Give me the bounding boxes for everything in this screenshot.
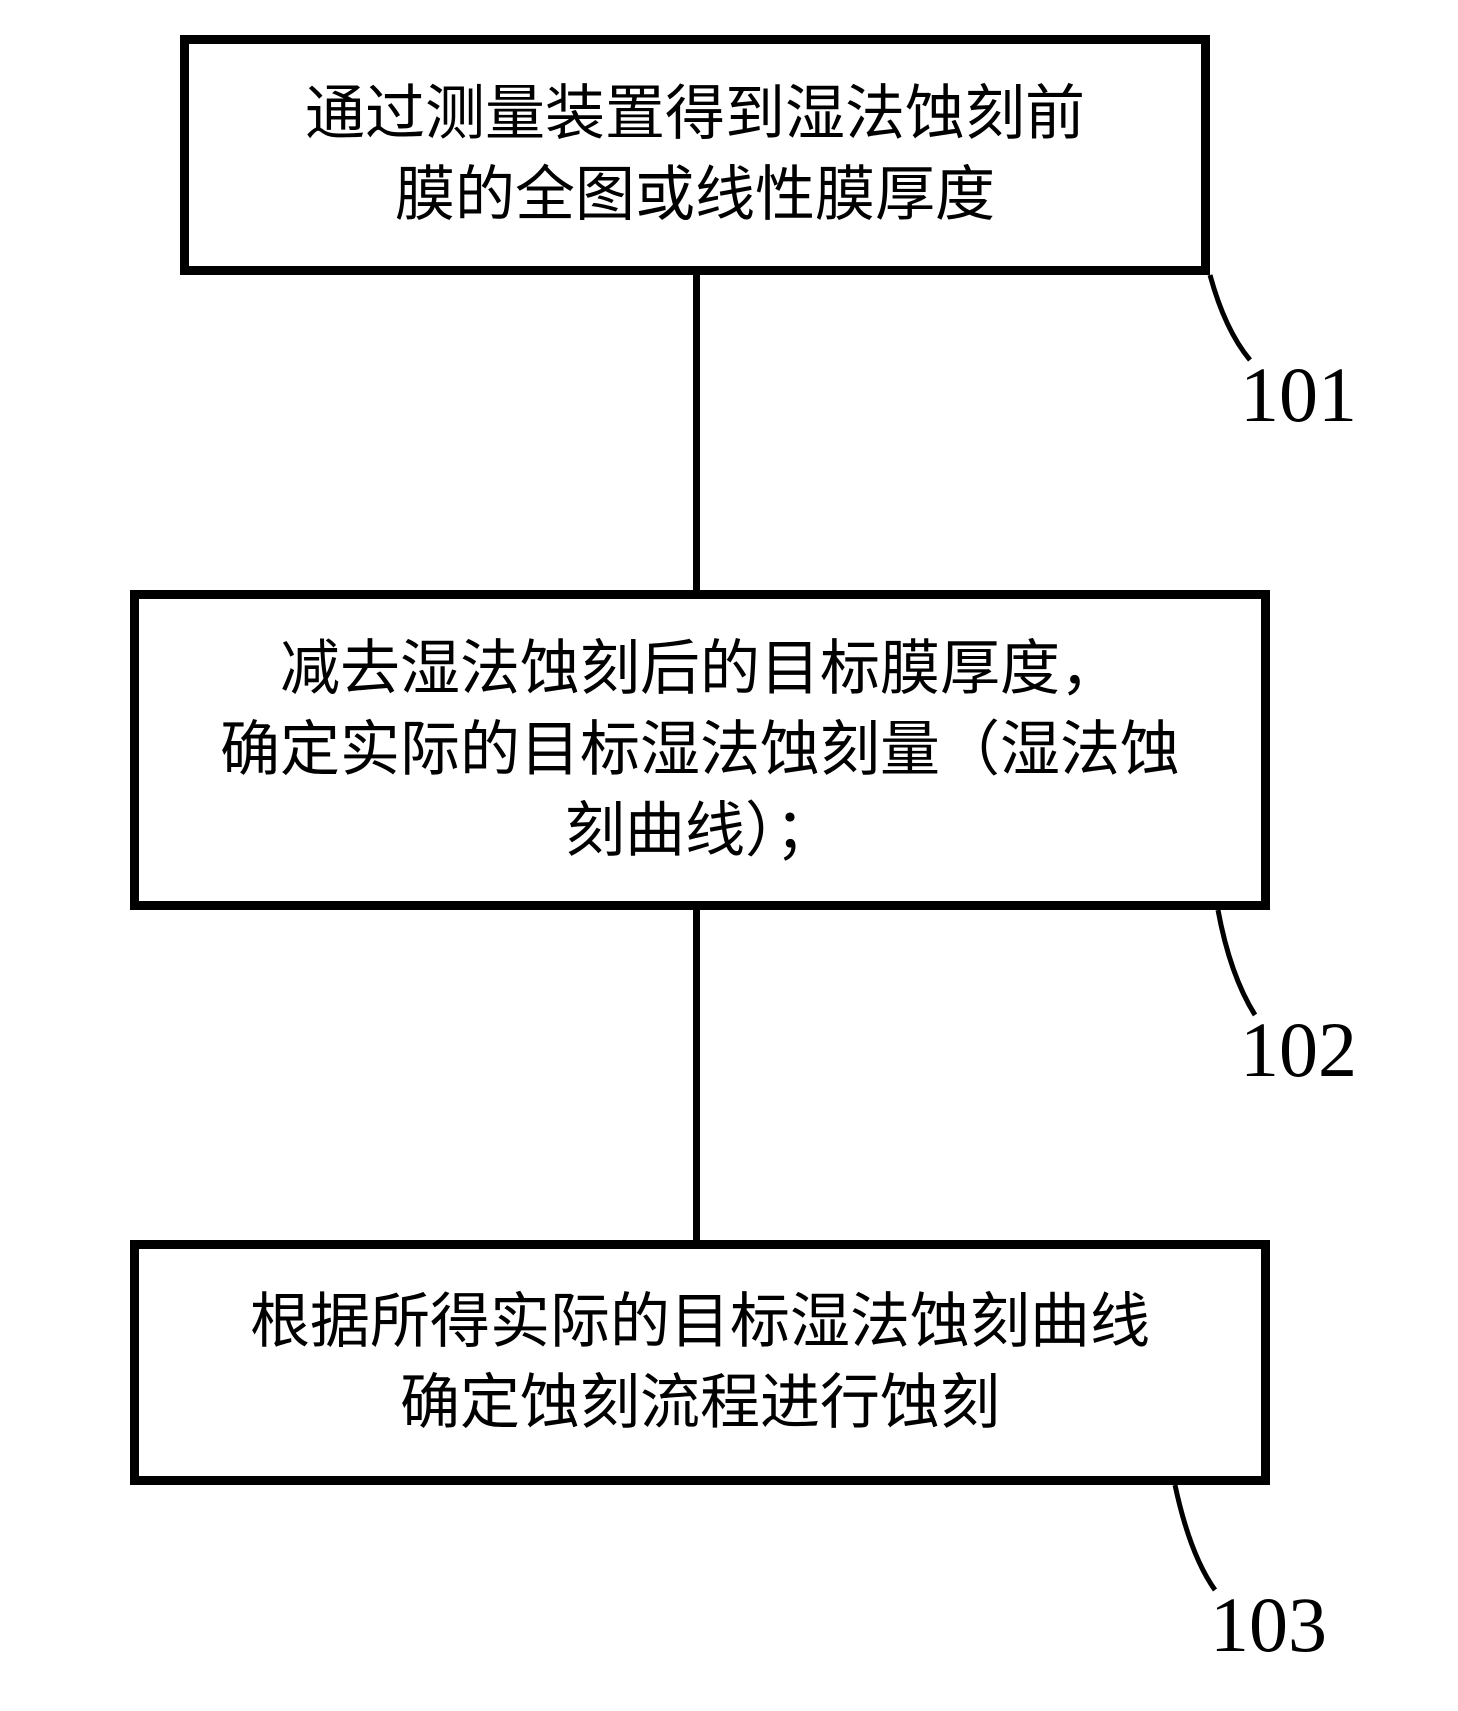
flowchart-canvas: 通过测量装置得到湿法蚀刻前 膜的全图或线性膜厚度 减去湿法蚀刻后的目标膜厚度， … — [0, 0, 1458, 1711]
label-103: 103 — [1210, 1580, 1327, 1670]
lead-line-103 — [1170, 1480, 1220, 1595]
connector-2-3 — [693, 910, 700, 1240]
label-101: 101 — [1240, 350, 1357, 440]
flow-node-3: 根据所得实际的目标湿法蚀刻曲线 确定蚀刻流程进行蚀刻 — [130, 1240, 1270, 1485]
lead-line-103-path — [1175, 1485, 1215, 1590]
flow-node-2: 减去湿法蚀刻后的目标膜厚度， 确定实际的目标湿法蚀刻量（湿法蚀 刻曲线）； — [130, 590, 1270, 910]
lead-line-101-path — [1210, 275, 1250, 360]
label-102: 102 — [1240, 1005, 1357, 1095]
connector-1-2 — [693, 275, 700, 590]
lead-line-102-path — [1218, 910, 1255, 1015]
flow-node-1: 通过测量装置得到湿法蚀刻前 膜的全图或线性膜厚度 — [180, 35, 1210, 275]
lead-line-102 — [1213, 905, 1260, 1020]
flow-node-2-text: 减去湿法蚀刻后的目标膜厚度， 确定实际的目标湿法蚀刻量（湿法蚀 刻曲线）； — [220, 629, 1180, 872]
flow-node-3-text: 根据所得实际的目标湿法蚀刻曲线 确定蚀刻流程进行蚀刻 — [250, 1282, 1150, 1444]
flow-node-1-text: 通过测量装置得到湿法蚀刻前 膜的全图或线性膜厚度 — [305, 74, 1085, 236]
